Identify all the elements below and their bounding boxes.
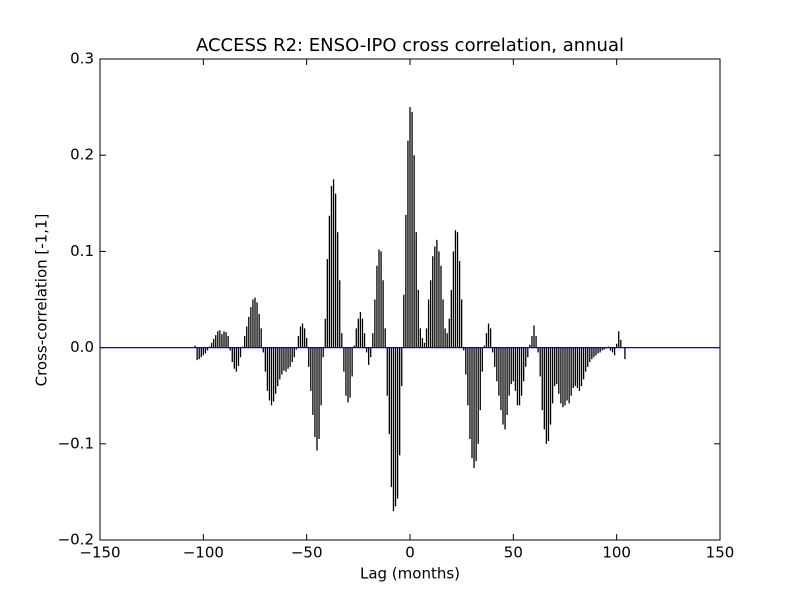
x-tick-label: −150 [79,544,120,562]
y-tick-label: 0.3 [70,50,94,68]
y-tick-label: 0.1 [70,242,94,260]
x-tick-label: −50 [291,544,323,562]
chart-title: ACCESS R2: ENSO-IPO cross correlation, a… [196,35,624,56]
y-axis-label: Cross-correlation [-1,1] [33,214,51,387]
x-tick-label: 0 [405,544,415,562]
x-tick-label: 100 [602,544,631,562]
x-tick-label: 150 [706,544,735,562]
y-tick-label: 0.0 [70,338,94,356]
plot-frame [99,58,721,541]
x-tick-label: 50 [504,544,523,562]
x-tick-label: −100 [183,544,224,562]
y-tick-label: −0.2 [58,531,94,549]
y-tick-label: 0.2 [70,146,94,164]
y-tick-label: −0.1 [58,434,94,452]
x-axis-label: Lag (months) [360,565,460,583]
